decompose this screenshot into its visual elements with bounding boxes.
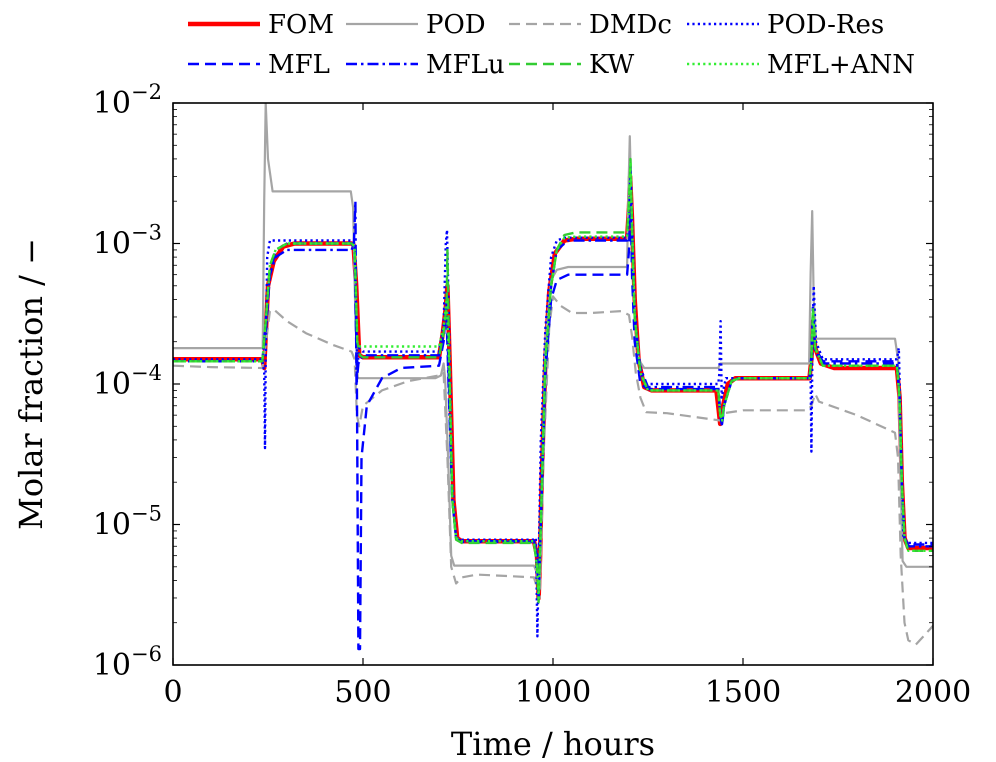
legend-label-mfl-ann: MFL+ANN [767, 50, 915, 80]
series-line-fom [173, 174, 933, 601]
legend-label-mfl: MFL [268, 50, 330, 80]
legend-label-fom: FOM [268, 10, 334, 40]
y-tick-exponent: −5 [131, 502, 162, 526]
legend-label-dmdc: DMDc [589, 10, 672, 40]
y-tick-exponent: −2 [131, 80, 162, 104]
y-tick-label: 10−3 [93, 221, 162, 262]
y-tick-base: 10 [93, 508, 131, 543]
series-line-pod [173, 103, 933, 600]
series-line-pod-res [173, 169, 933, 638]
y-tick-label: 10−6 [93, 642, 162, 683]
legend-label-mflu: MFLu [426, 50, 505, 80]
x-tick-label: 0 [163, 675, 182, 710]
series-line-mflu [173, 164, 933, 600]
series-line-dmdc [173, 295, 933, 646]
series-layer [173, 103, 933, 651]
series-line-mfl-ann [173, 160, 933, 600]
x-axis-label: Time / hours [451, 725, 655, 762]
x-tick-label: 1500 [705, 675, 781, 710]
y-tick-exponent: −6 [131, 642, 162, 666]
y-tick-label: 10−4 [93, 361, 162, 402]
plot-frame [172, 102, 934, 666]
legend-label-kw: KW [589, 50, 634, 80]
y-axis-label: Molar fraction / − [12, 238, 50, 530]
legend-label-pod-res: POD-Res [767, 10, 884, 40]
series-line-kw [173, 157, 933, 604]
y-tick-exponent: −4 [131, 361, 162, 385]
y-tick-label: 10−5 [93, 502, 162, 543]
y-tick-base: 10 [93, 227, 131, 262]
y-tick-exponent: −3 [131, 221, 162, 245]
legend: FOM POD DMDc POD-Res MFL MFLu KW MFL+ANN [188, 10, 915, 80]
legend-label-pod: POD [426, 10, 486, 40]
y-tick-base: 10 [93, 648, 131, 683]
x-tick-label: 1000 [515, 675, 591, 710]
y-tick-base: 10 [93, 367, 131, 402]
x-tick-label: 2000 [895, 675, 971, 710]
x-tick-label: 500 [334, 675, 391, 710]
y-tick-label: 10−2 [93, 80, 162, 121]
y-tick-base: 10 [93, 86, 131, 121]
